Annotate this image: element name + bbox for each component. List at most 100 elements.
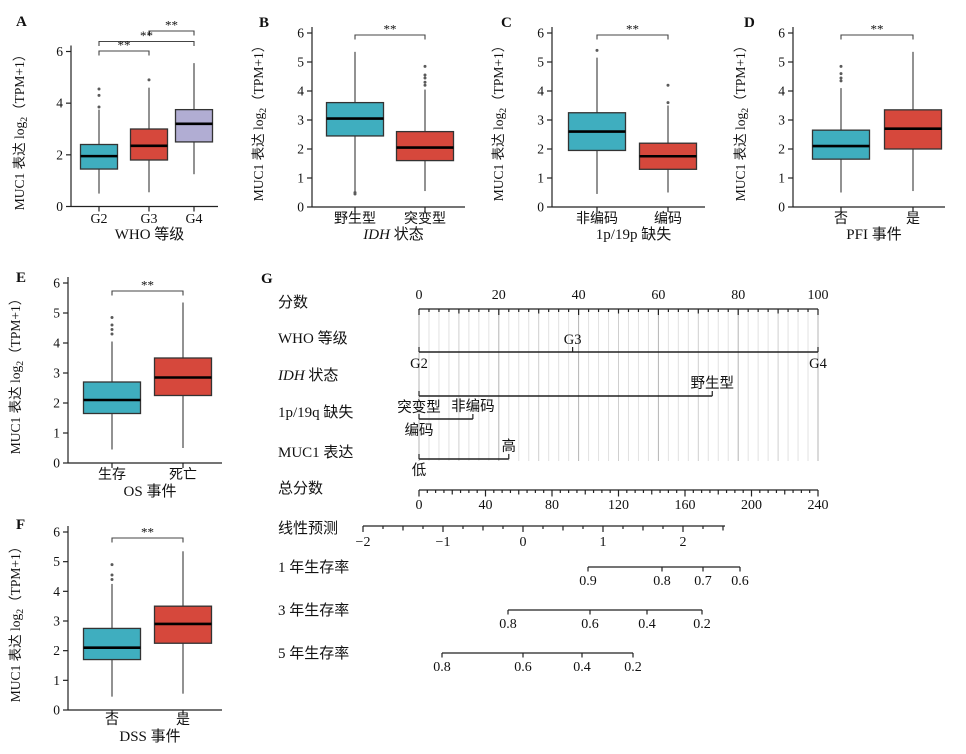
significance-stars: **: [141, 525, 154, 540]
significance-stars: **: [165, 18, 178, 33]
y-tick-label: 1: [297, 171, 304, 186]
outlier-dot: [97, 93, 101, 97]
survival-tick-label: 0.4: [573, 660, 591, 675]
box-group-d-0: [811, 64, 871, 193]
nomogram-row-label: 1p/19q 缺失: [278, 404, 353, 421]
y-axis-title: MUC1 表达 log2（TPM+1）: [8, 292, 26, 455]
box-rect: [174, 108, 214, 143]
y-tick-label: 6: [537, 26, 544, 41]
y-tick-label: 3: [778, 113, 785, 128]
y-tick-label: 2: [297, 142, 304, 157]
panel-label-f: F: [16, 517, 25, 533]
predictor-item-label: 高: [502, 438, 517, 455]
nomogram-row-label: 1 年生存率: [278, 559, 349, 576]
significance-stars: **: [384, 22, 397, 37]
outlier-dot: [110, 563, 114, 567]
nomogram-row-label: 总分数: [278, 480, 323, 497]
x-category-label: 编码: [654, 211, 682, 227]
x-category-label: 生存: [98, 467, 126, 483]
survival-tick-label: 0.4: [638, 617, 656, 632]
box-rect: [395, 130, 455, 162]
y-axis-title: MUC1 表达 log2（TPM+1）: [8, 540, 26, 703]
x-axis-title: DSS 事件: [119, 728, 180, 745]
points-tick-label: 100: [808, 288, 829, 303]
x-axis-title: OS 事件: [124, 483, 177, 500]
predictor-row-0: G2 G3 G4: [410, 332, 827, 372]
y-tick-label: 3: [537, 113, 544, 128]
panel-label-g: G: [261, 271, 273, 287]
significance-bracket: **: [354, 22, 426, 40]
linear-tick-label: 1: [600, 535, 607, 550]
outlier-dot: [423, 83, 427, 87]
box-group-e-1: [153, 302, 213, 448]
y-tick-label: 6: [778, 26, 785, 41]
box-rect: [82, 381, 142, 415]
total-tick-label: 0: [416, 498, 423, 513]
total-tick-label: 240: [808, 498, 829, 513]
nomogram-row-label: 5 年生存率: [278, 645, 349, 662]
x-category-label: 死亡: [169, 467, 197, 483]
points-tick-label: 80: [731, 288, 745, 303]
y-tick-label: 0: [297, 200, 304, 215]
box-rect: [82, 627, 142, 661]
linear-tick-label: 0: [520, 535, 527, 550]
total-points-axis: 0 40 80 120 160 200 240: [416, 489, 829, 513]
y-tick-label: 5: [297, 55, 304, 70]
outlier-dot: [110, 323, 114, 327]
y-axis-title: MUC1 表达 log2（TPM+1）: [12, 48, 30, 211]
significance-bracket: **: [596, 22, 669, 40]
outlier-dot: [666, 101, 670, 105]
y-tick-label: 2: [778, 142, 785, 157]
outlier-dot: [353, 192, 357, 196]
x-axis-title: WHO 等级: [115, 225, 185, 243]
outlier-dot: [595, 48, 599, 52]
points-tick-label: 20: [492, 288, 506, 303]
significance-bracket: **: [148, 18, 195, 36]
linear-tick-label: −1: [436, 535, 451, 550]
predictor-row-1: 突变型 野生型: [397, 375, 734, 416]
linear-tick-label: 2: [680, 535, 687, 550]
box-group-c-0: [567, 48, 627, 194]
significance-stars: **: [140, 28, 153, 43]
x-category-label: 否: [834, 212, 848, 227]
points-tick-label: 0: [416, 288, 423, 303]
y-tick-label: 6: [56, 44, 63, 59]
panel-label-a: A: [16, 14, 27, 30]
predictor-item-label: G4: [809, 356, 827, 372]
survival-tick-label: 0.8: [433, 660, 451, 675]
outlier-dot: [147, 78, 151, 82]
outlier-dot: [423, 76, 427, 80]
box-group-f-1: [153, 551, 213, 694]
significance-stars: **: [626, 22, 639, 37]
significance-stars: **: [118, 38, 131, 53]
x-category-label: 突变型: [404, 211, 446, 227]
outlier-dot: [423, 73, 427, 77]
total-tick-label: 80: [545, 498, 559, 513]
x-category-label: G2: [90, 212, 107, 227]
y-tick-label: 3: [297, 113, 304, 128]
survival-tick-label: 0.6: [731, 574, 749, 589]
y-tick-label: 3: [53, 614, 60, 629]
outlier-dot: [666, 83, 670, 87]
panel-label-b: B: [259, 15, 269, 31]
nomogram-row-label: 3 年生存率: [278, 602, 349, 619]
survival-tick-label: 0.2: [693, 617, 711, 632]
y-tick-label: 1: [537, 171, 544, 186]
y-tick-label: 0: [537, 200, 544, 215]
predictor-item-label: 非编码: [451, 398, 495, 415]
significance-bracket: **: [98, 38, 150, 56]
box-group-a-1: [129, 78, 169, 193]
y-tick-label: 4: [778, 84, 785, 99]
y-tick-label: 4: [297, 84, 304, 99]
points-tick-label: 60: [651, 288, 665, 303]
y-tick-label: 0: [53, 456, 60, 471]
x-category-label: G3: [140, 212, 157, 227]
y-tick-label: 3: [53, 366, 60, 381]
panel-d-boxplot: D 0 1 2 3 4 5 6 MUC1 表达 log2（TPM+1） 否 是 PFI 事件 **: [733, 15, 945, 243]
x-axis-title: IDH 状态: [362, 226, 423, 243]
predictor-row-3: 低高: [412, 438, 516, 479]
y-tick-label: 4: [53, 584, 60, 599]
